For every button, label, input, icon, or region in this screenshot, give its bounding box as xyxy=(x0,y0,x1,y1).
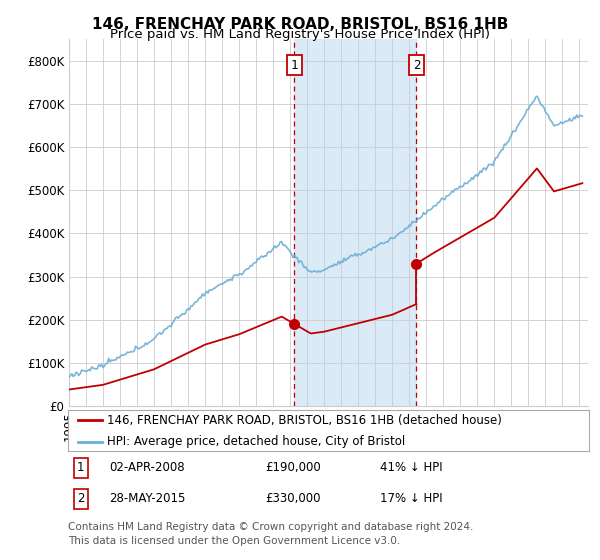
Text: 02-APR-2008: 02-APR-2008 xyxy=(109,461,185,474)
Text: 146, FRENCHAY PARK ROAD, BRISTOL, BS16 1HB: 146, FRENCHAY PARK ROAD, BRISTOL, BS16 1… xyxy=(92,17,508,32)
Bar xyxy=(295,39,416,406)
Text: 2: 2 xyxy=(77,492,85,505)
Text: HPI: Average price, detached house, City of Bristol: HPI: Average price, detached house, City… xyxy=(107,435,405,449)
Text: 2: 2 xyxy=(413,59,420,72)
Text: 17% ↓ HPI: 17% ↓ HPI xyxy=(380,492,443,505)
Text: 41% ↓ HPI: 41% ↓ HPI xyxy=(380,461,443,474)
Text: Price paid vs. HM Land Registry's House Price Index (HPI): Price paid vs. HM Land Registry's House … xyxy=(110,28,490,41)
Text: £190,000: £190,000 xyxy=(266,461,322,474)
Text: 146, FRENCHAY PARK ROAD, BRISTOL, BS16 1HB (detached house): 146, FRENCHAY PARK ROAD, BRISTOL, BS16 1… xyxy=(107,414,502,427)
Text: £330,000: £330,000 xyxy=(266,492,321,505)
Text: 28-MAY-2015: 28-MAY-2015 xyxy=(109,492,186,505)
Text: 1: 1 xyxy=(77,461,85,474)
Text: 1: 1 xyxy=(291,59,298,72)
Text: Contains HM Land Registry data © Crown copyright and database right 2024.
This d: Contains HM Land Registry data © Crown c… xyxy=(68,522,473,546)
